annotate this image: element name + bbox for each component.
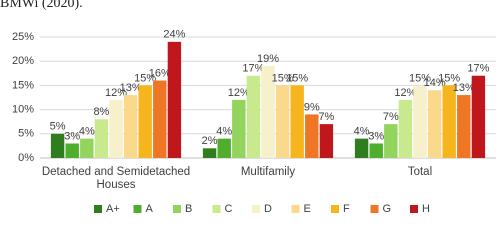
bar xyxy=(80,138,94,158)
y-tick-label: 0% xyxy=(18,152,34,164)
bar xyxy=(232,99,246,158)
legend-label: A xyxy=(146,203,154,215)
value-label: 16% xyxy=(149,67,171,79)
value-label: 13% xyxy=(120,82,142,94)
legend-swatch xyxy=(94,205,102,213)
bar xyxy=(202,148,217,158)
value-label: 14% xyxy=(424,77,446,89)
bar xyxy=(94,119,109,158)
value-label: 12% xyxy=(394,87,416,99)
legend-label: H xyxy=(422,203,430,215)
value-label: 12% xyxy=(105,87,127,99)
bar xyxy=(123,95,138,158)
y-tick-label: 10% xyxy=(12,104,34,116)
x-tick-label: Multifamily xyxy=(240,166,296,178)
x-tick-label: Detached and Semidetached Houses xyxy=(41,166,191,191)
value-label: 19% xyxy=(257,53,279,65)
bar xyxy=(275,85,290,158)
bar xyxy=(319,124,334,158)
bar xyxy=(50,133,65,158)
bar xyxy=(413,85,427,158)
legend-swatch xyxy=(291,205,300,213)
bar xyxy=(442,85,456,158)
value-label: 7% xyxy=(383,111,399,123)
bar xyxy=(471,75,486,158)
legend-label: C xyxy=(225,203,233,215)
value-label: 17% xyxy=(467,63,489,75)
legend-swatch xyxy=(212,205,221,213)
bar xyxy=(398,99,413,158)
chart: 0%5%10%15%20%25%5%3%4%8%12%13%15%16%24%2… xyxy=(12,29,496,215)
legend-swatch xyxy=(252,205,260,213)
value-label: 2% xyxy=(202,135,218,147)
value-label: 15% xyxy=(409,72,431,84)
bar xyxy=(261,66,275,158)
y-tick-label: 20% xyxy=(12,55,34,67)
value-label: 4% xyxy=(354,126,370,138)
bar xyxy=(457,95,471,158)
legend-swatch xyxy=(370,205,379,213)
bar xyxy=(138,85,152,158)
value-label: 15% xyxy=(272,72,294,84)
legend-label: E xyxy=(304,203,311,215)
y-tick-label: 25% xyxy=(12,31,34,43)
value-label: 12% xyxy=(228,87,250,99)
legend-label: F xyxy=(343,203,350,215)
bar xyxy=(217,138,231,158)
legend-swatch xyxy=(173,205,181,213)
bar xyxy=(384,124,398,158)
legend-label: B xyxy=(185,203,192,215)
bar xyxy=(65,143,79,158)
legend-swatch xyxy=(331,205,339,213)
value-label: 13% xyxy=(453,82,475,94)
bar xyxy=(305,114,319,158)
value-label: 17% xyxy=(242,63,264,75)
bar xyxy=(246,75,261,158)
value-label: 15% xyxy=(438,72,460,84)
y-tick-label: 5% xyxy=(18,128,34,140)
value-label: 3% xyxy=(64,130,80,142)
value-label: 4% xyxy=(79,126,95,138)
value-label: 15% xyxy=(134,72,156,84)
value-label: 5% xyxy=(50,121,66,133)
source-text: BMWi (2020). xyxy=(0,0,83,11)
value-label: 9% xyxy=(304,101,320,113)
bar xyxy=(153,80,167,158)
legend-label: G xyxy=(383,203,392,215)
bar xyxy=(109,99,123,158)
legend-label: D xyxy=(264,203,272,215)
bar xyxy=(354,138,369,158)
bar xyxy=(369,143,383,158)
value-label: 8% xyxy=(93,106,109,118)
y-tick-label: 15% xyxy=(12,79,34,91)
x-tick-label: Total xyxy=(407,166,433,178)
legend-label: A+ xyxy=(106,203,120,215)
value-label: 24% xyxy=(163,29,185,41)
legend-swatch xyxy=(133,205,142,213)
bar xyxy=(290,85,304,158)
bar xyxy=(427,90,442,158)
bar xyxy=(167,41,182,159)
value-label: 15% xyxy=(286,72,308,84)
value-label: 4% xyxy=(216,126,232,138)
page: BMWi (2020). 0% 5% 10% 15% 20% 25% 5% 3% 4% 8% 12%… xyxy=(0,0,496,215)
value-label: 7% xyxy=(318,111,334,123)
value-label: 3% xyxy=(368,130,384,142)
legend-swatch xyxy=(410,205,418,213)
